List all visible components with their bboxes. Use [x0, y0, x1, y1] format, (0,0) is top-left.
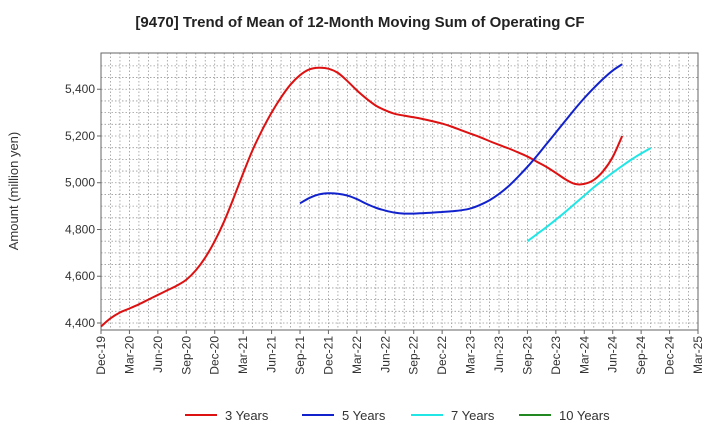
- x-tick-label: Dec-24: [663, 336, 677, 375]
- x-tick-label: Jun-24: [606, 336, 620, 373]
- x-tick-label: Jun-20: [151, 336, 165, 373]
- y-tick-label: 4,400: [65, 316, 95, 330]
- chart-title: [9470] Trend of Mean of 12-Month Moving …: [135, 14, 584, 31]
- series-line-7-years: [526, 147, 652, 242]
- x-tick-label: Mar-24: [577, 336, 591, 374]
- grid-lines: [101, 53, 698, 330]
- legend-label: 10 Years: [559, 408, 610, 423]
- x-tick-label: Dec-20: [208, 336, 222, 375]
- x-tick-label: Jun-22: [378, 336, 392, 373]
- y-axis-label: Amount (million yen): [6, 132, 21, 251]
- legend-label: 5 Years: [342, 408, 386, 423]
- legend-label: 3 Years: [225, 408, 269, 423]
- y-tick-label: 5,400: [65, 82, 95, 96]
- x-tick-label: Mar-20: [122, 336, 136, 374]
- x-tick-label: Jun-23: [492, 336, 506, 373]
- x-tick-label: Dec-23: [549, 336, 563, 375]
- y-tick-label: 5,000: [65, 176, 95, 190]
- x-tick-label: Dec-19: [94, 336, 108, 375]
- legend-label: 7 Years: [451, 408, 495, 423]
- x-tick-label: Dec-21: [321, 336, 335, 375]
- y-tick-label: 5,200: [65, 129, 95, 143]
- legend: 3 Years 5 Years 7 Years 10 Years: [185, 408, 610, 423]
- x-axis-ticks: Dec-19 Mar-20 Jun-20 Sep-20 Dec-20 Mar-21 Jun-…: [94, 330, 705, 375]
- x-tick-label: Sep-24: [634, 336, 648, 375]
- y-tick-label: 4,600: [65, 269, 95, 283]
- x-tick-label: Jun-21: [265, 336, 279, 373]
- y-tick-label: 4,800: [65, 222, 95, 236]
- plot-area: [100, 52, 699, 331]
- x-tick-label: Mar-21: [236, 336, 250, 374]
- x-tick-label: Sep-23: [520, 336, 534, 375]
- x-tick-label: Mar-25: [691, 336, 705, 374]
- series-line-3-years: [100, 66, 624, 328]
- x-tick-label: Sep-22: [407, 336, 421, 375]
- x-tick-label: Sep-20: [179, 336, 193, 375]
- y-axis-ticks: 4,400 4,600 4,800 5,000 5,200 5,400: [65, 82, 101, 330]
- x-tick-label: Mar-23: [464, 336, 478, 374]
- series-line-5-years: [299, 63, 623, 215]
- x-tick-label: Dec-22: [435, 336, 449, 375]
- x-tick-label: Sep-21: [293, 336, 307, 375]
- x-tick-label: Mar-22: [350, 336, 364, 374]
- series-lines: [100, 63, 652, 328]
